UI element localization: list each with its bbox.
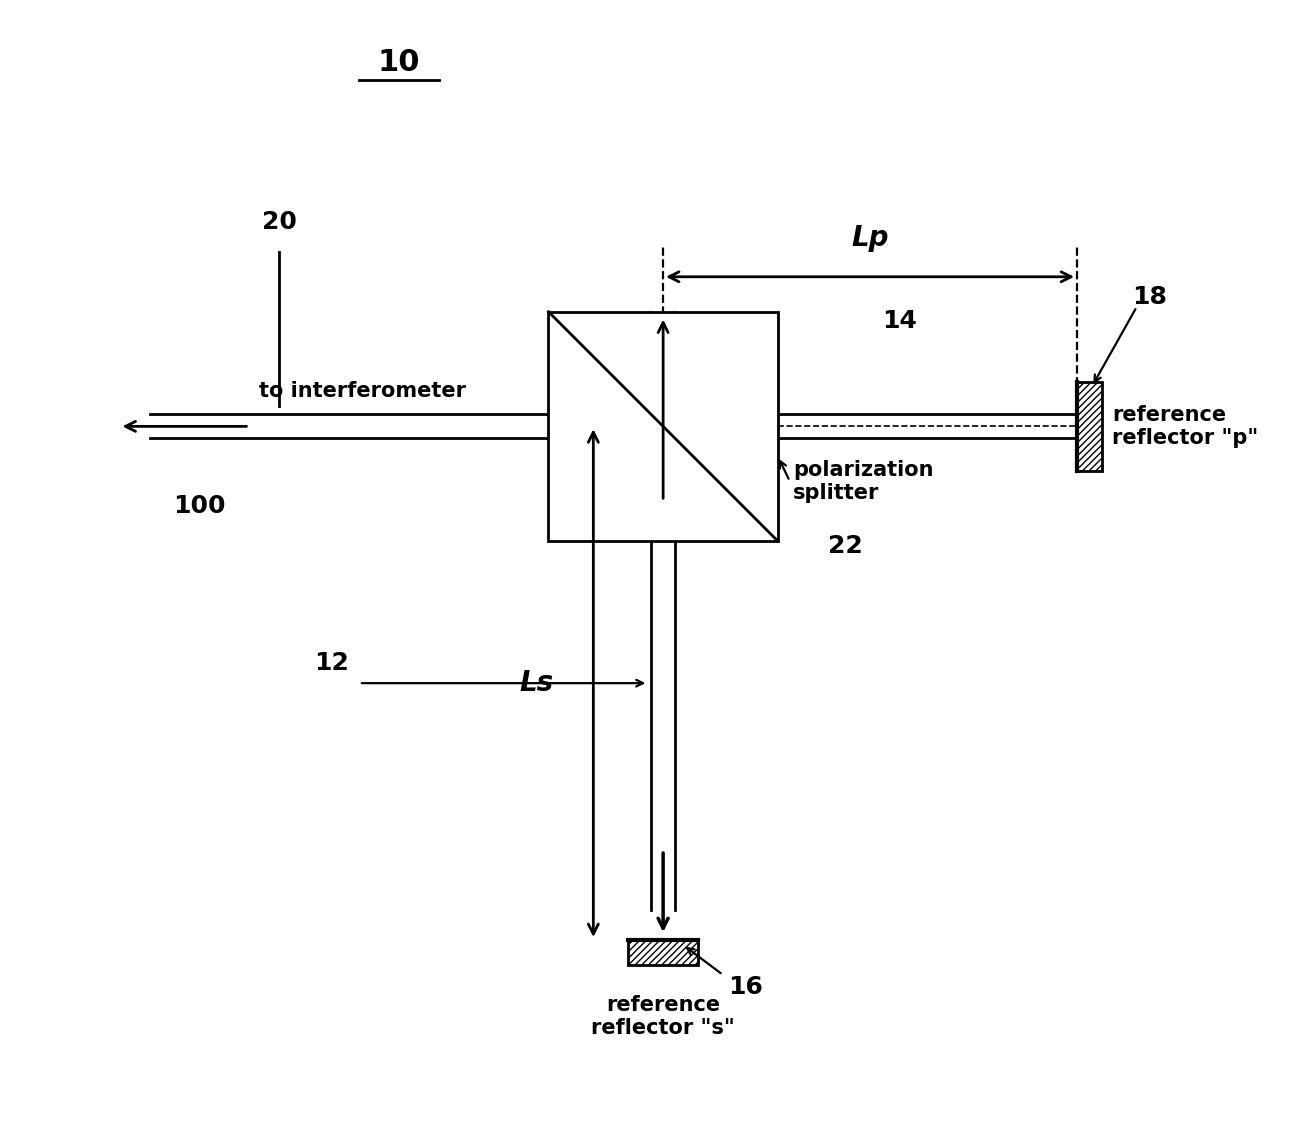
Text: s: s [680,474,696,498]
Text: 14: 14 [883,308,918,333]
Bar [548,312,778,541]
Text: 100: 100 [174,494,226,518]
Bar [1077,381,1102,471]
Text: Lp: Lp [851,224,889,252]
Text: 22: 22 [828,534,862,558]
Text: p: p [728,397,746,421]
Text: 18: 18 [1131,285,1166,308]
Text: 10: 10 [377,48,420,77]
Text: 12: 12 [314,651,349,675]
Text: Ls: Ls [520,669,553,697]
Bar [629,939,699,965]
Text: reference
reflector "p": reference reflector "p" [1112,405,1258,448]
Text: 20: 20 [262,210,297,234]
Text: polarization
splitter: polarization splitter [793,460,933,503]
Text: 16: 16 [728,975,763,999]
Text: to interferometer: to interferometer [259,381,467,401]
Text: reference
reflector "s": reference reflector "s" [591,994,735,1038]
